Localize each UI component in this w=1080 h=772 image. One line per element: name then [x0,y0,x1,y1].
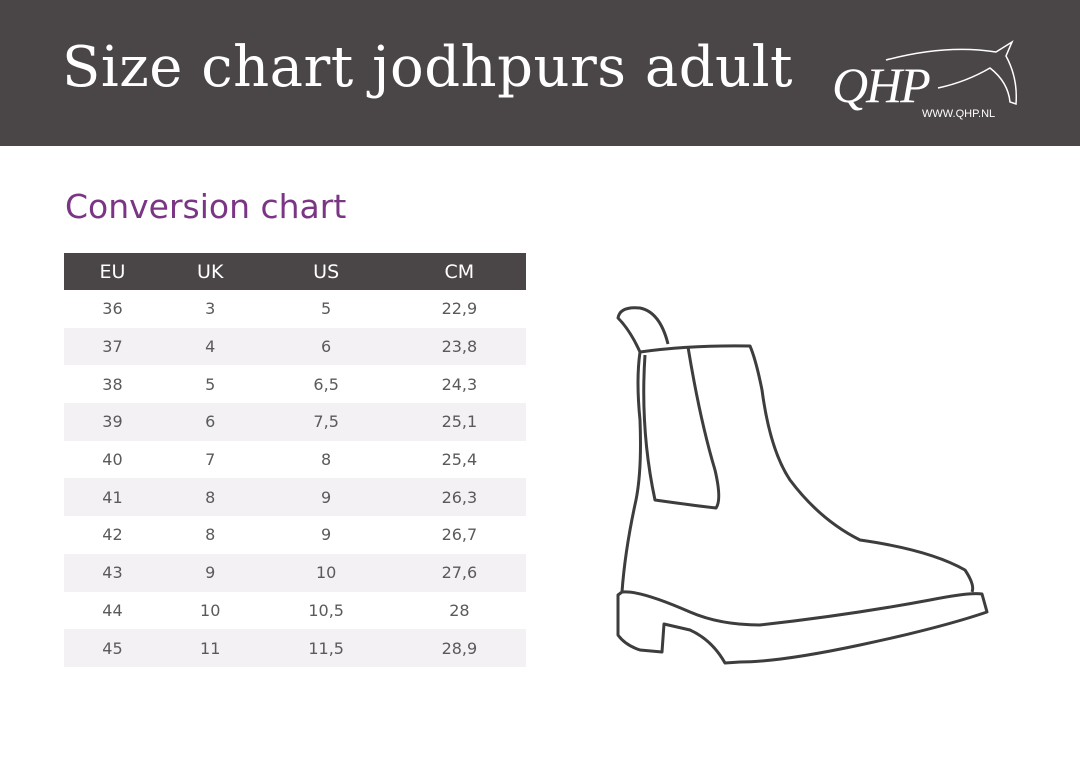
table-cell-us: 9 [321,525,332,545]
table-cell-us: 10 [259,553,393,592]
section-title: Conversion chart [65,187,347,226]
column-header: EU [64,253,161,290]
table-cell-uk: 6 [160,403,260,441]
table-cell-eu: 41 [64,478,161,517]
column-header: US [259,253,393,290]
table-cell-uk: 8 [160,478,260,517]
table-cell-us: 7,5 [259,403,393,441]
table-cell-cm: 24,3 [441,374,478,394]
table-row: 43 9 10 27,6 [64,553,526,592]
table-cell-us: 6,5 [313,374,339,394]
table-cell-cm: 23,8 [392,327,526,366]
header-banner: Size chart jodhpurs adult QHP WWW.QHP.NL [0,0,1080,146]
table-cell-cm: 26,7 [441,525,478,545]
table-cell-eu: 37 [64,327,161,366]
table-cell-eu: 44 [102,600,123,620]
table-cell-uk: 11 [160,629,260,667]
table-cell-us: 10,5 [308,600,344,620]
table-cell-cm: 26,3 [392,478,526,517]
table-cell-us: 5 [321,299,332,319]
table-header-row: EU UK US CM [64,253,526,290]
table-cell-us: 6 [259,327,393,366]
table-cell-uk: 5 [205,374,216,394]
table-row: 42 8 9 26,7 [64,516,526,554]
table-cell-cm: 22,9 [441,299,478,319]
table-cell-uk: 7 [205,450,216,470]
column-header: UK [160,253,260,290]
table-row: 39 6 7,5 25,1 [64,403,526,441]
table-cell-eu: 43 [64,553,161,592]
table-cell-us: 9 [259,478,393,517]
table-cell-us: 8 [321,450,332,470]
table-cell-eu: 40 [102,450,123,470]
table-cell-cm: 28 [449,600,470,620]
page-title: Size chart jodhpurs adult [62,35,794,100]
logo-text: QHP [832,57,931,113]
table-row: 45 11 11,5 28,9 [64,629,526,667]
table-cell-cm: 28,9 [392,629,526,667]
table-cell-uk: 8 [205,525,216,545]
column-header: CM [392,253,526,290]
table-cell-eu: 45 [64,629,161,667]
table-cell-uk: 10 [200,600,221,620]
qhp-logo: QHP WWW.QHP.NL [826,38,1026,124]
table-cell-cm: 27,6 [392,553,526,592]
table-cell-uk: 9 [160,553,260,592]
table-cell-uk: 4 [160,327,260,366]
table-cell-us: 11,5 [259,629,393,667]
table-row: 36 3 5 22,9 [64,290,526,328]
conversion-table: EU UK US CM 36 3 5 22,9 37 4 6 23,8 38 5 6,5 24,3 39… [64,253,526,667]
table-cell-eu: 42 [102,525,123,545]
table-cell-eu: 39 [64,403,161,441]
jodhpur-boot-icon [616,306,989,665]
table-row: 41 8 9 26,3 [64,478,526,517]
logo-url: WWW.QHP.NL [922,108,996,120]
table-row: 40 7 8 25,4 [64,441,526,479]
table-cell-eu: 36 [102,299,123,319]
table-row: 37 4 6 23,8 [64,327,526,366]
table-cell-uk: 3 [205,299,216,319]
table-row: 38 5 6,5 24,3 [64,365,526,403]
horse-head-icon [885,40,1018,106]
table-cell-cm: 25,1 [392,403,526,441]
table-row: 44 10 10,5 28 [64,592,526,630]
table-cell-cm: 25,4 [441,450,478,470]
table-cell-eu: 38 [102,374,123,394]
